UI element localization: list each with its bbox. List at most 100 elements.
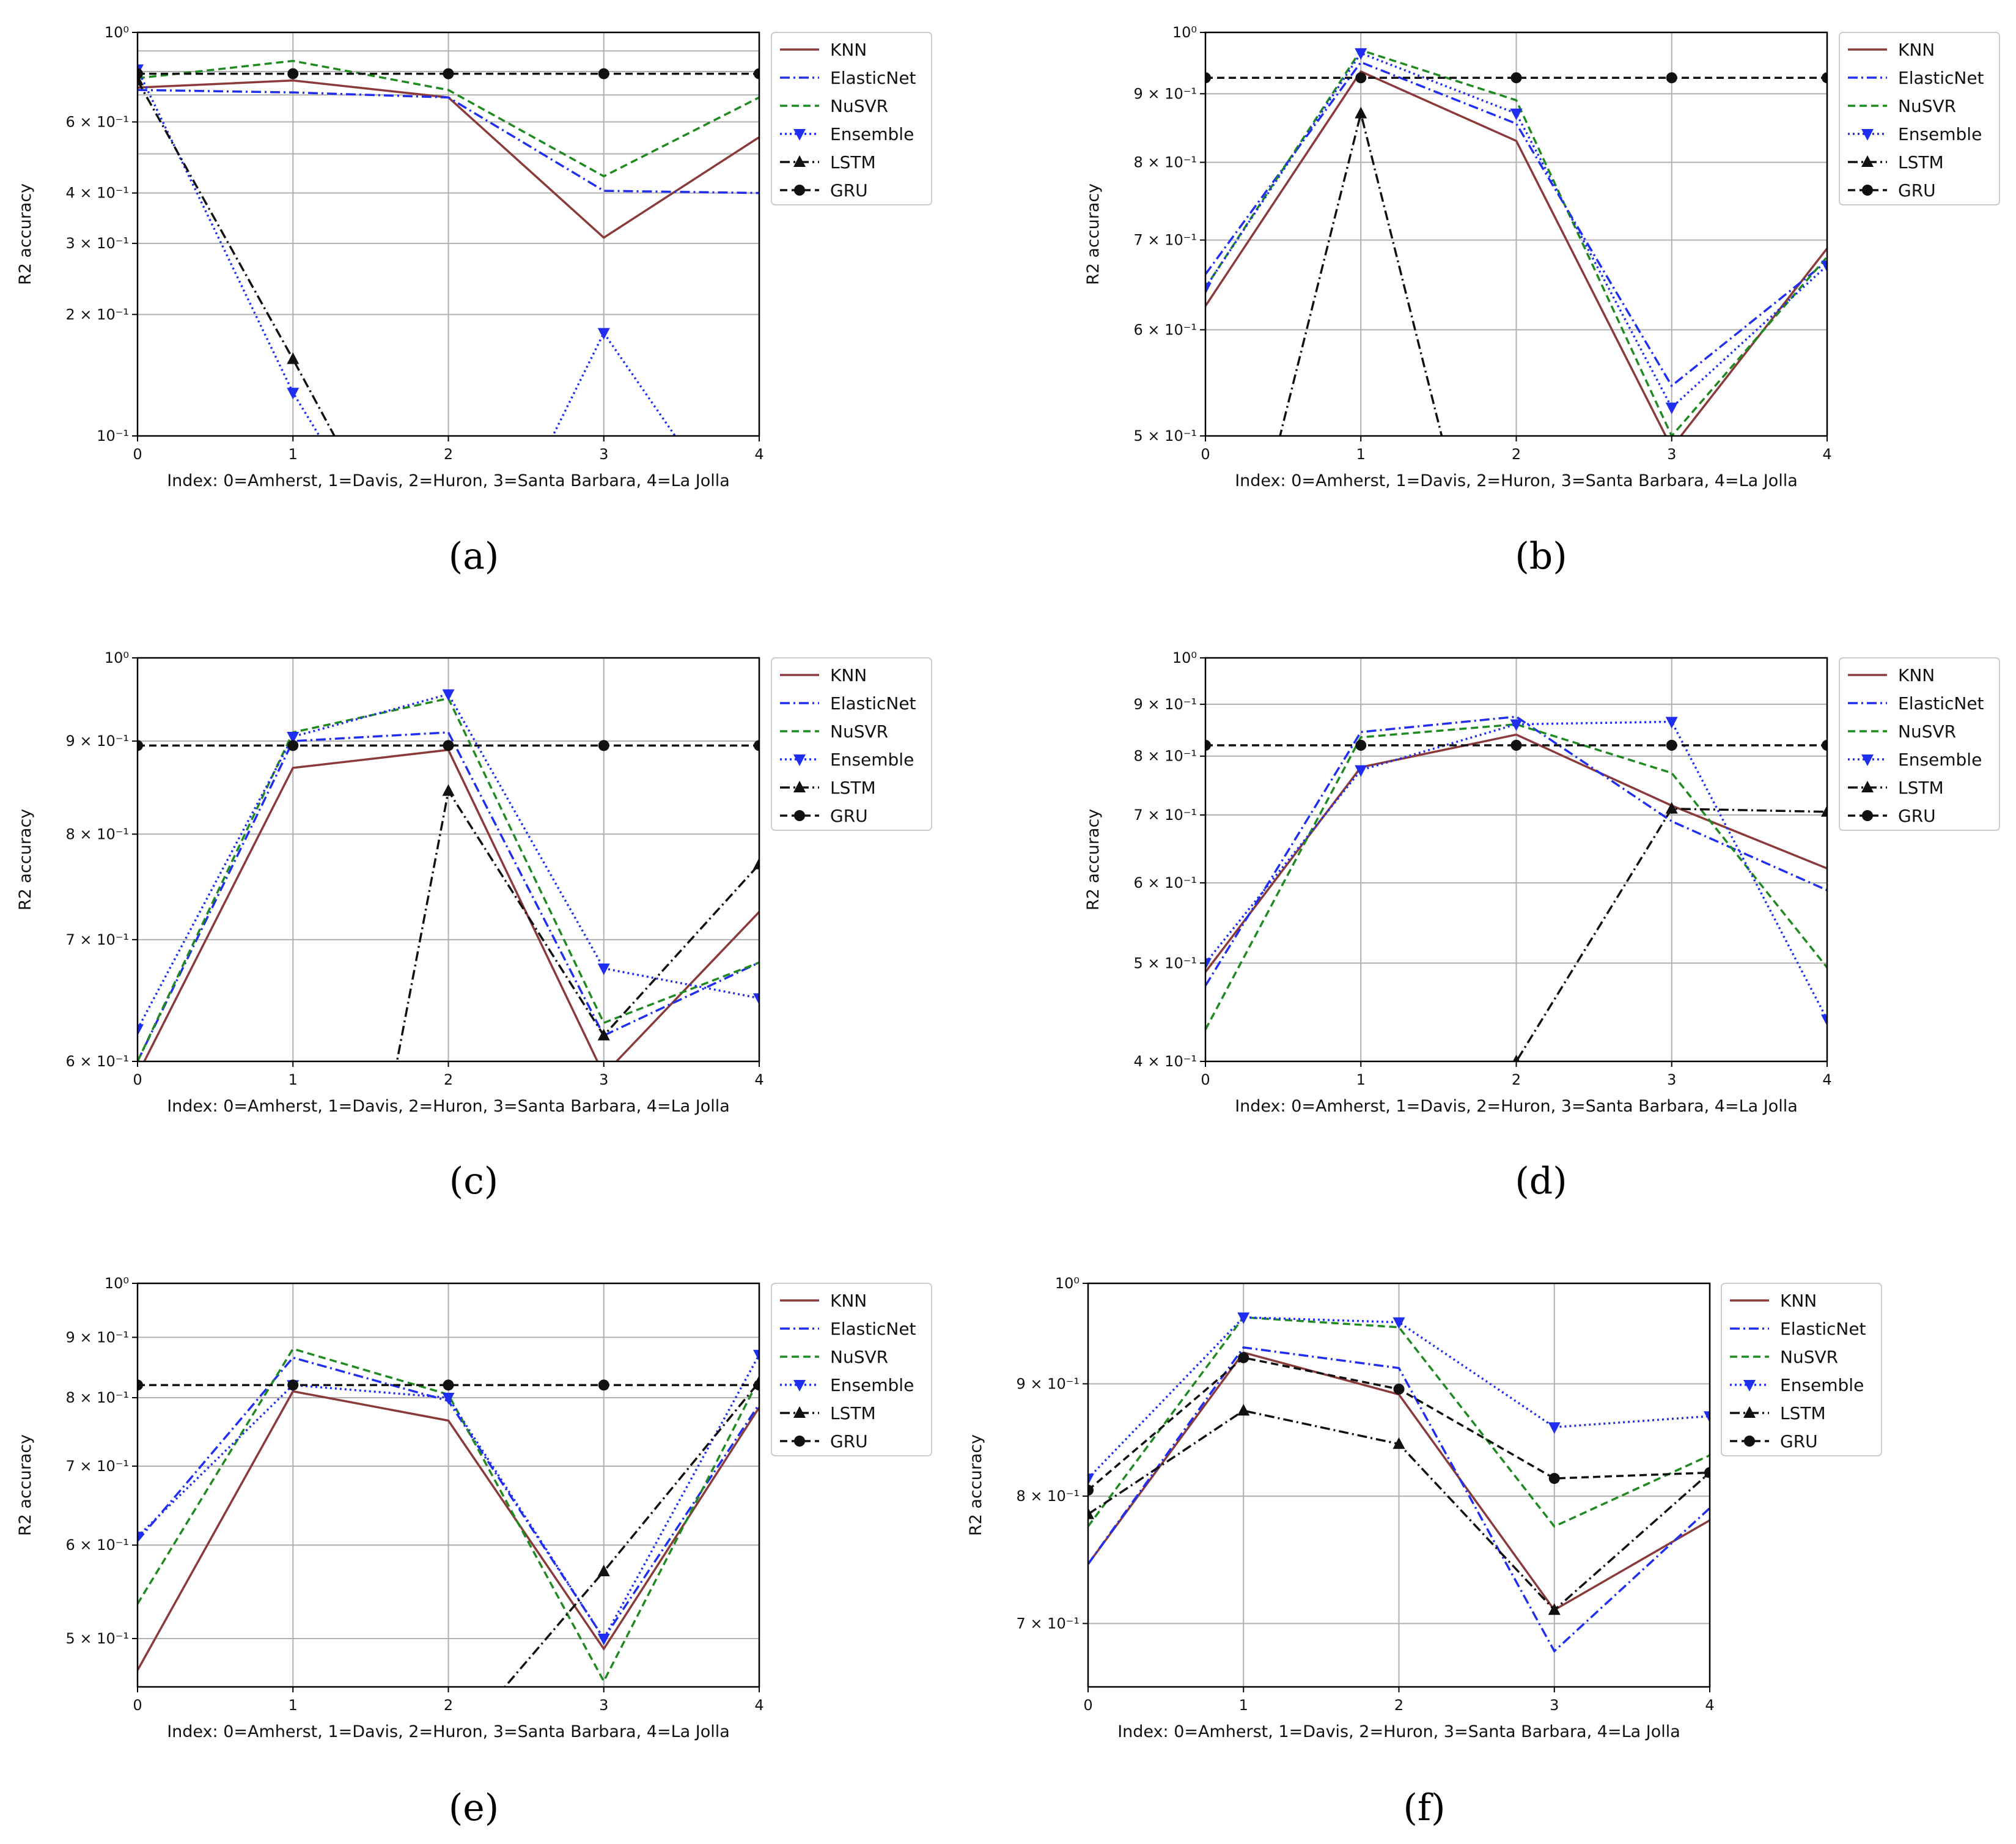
- panel-b-plot-area: [1205, 48, 1827, 436]
- panel-a-xtick-label: 4: [754, 446, 763, 463]
- panel-f-legend-label-elasticnet: ElasticNet: [1780, 1319, 1866, 1339]
- panel-f-series-gru-point: [1238, 1352, 1249, 1363]
- panel-c-series-ensemble-point: [287, 731, 300, 743]
- panel-d-legend-label-knn: KNN: [1898, 665, 1935, 685]
- panel-b-legend-label-knn: KNN: [1898, 40, 1935, 60]
- panel-f-legend-marker-lstm: [1743, 1406, 1756, 1418]
- panel-e-ylabel: R2 accuracy: [16, 1434, 35, 1536]
- panel-f-series-lstm-point: [1237, 1404, 1250, 1416]
- panel-a-series-lstm-point: [598, 640, 610, 652]
- panel-d-legend-marker-gru: [1862, 810, 1873, 821]
- panel-c-series-ensemble-line: [138, 693, 759, 1030]
- panel-e-legend-label-gru: GRU: [830, 1431, 868, 1451]
- panel-a-legend-marker-lstm: [793, 155, 806, 167]
- panel-d-xtick-label: 1: [1356, 1071, 1366, 1088]
- panel-e-series-lstm-point: [443, 1746, 455, 1758]
- panel-f-series-gru-point: [1088, 1484, 1094, 1496]
- panel-d-plot-area: [1199, 715, 1827, 1274]
- panel-f-series-lstm-point: [1548, 1603, 1561, 1615]
- panel-f-legend-label-knn: KNN: [1780, 1291, 1817, 1311]
- panel-b-legend-box: [1839, 32, 2000, 205]
- panel-f-gridlines: [1087, 1283, 1710, 1687]
- panel-d-gridlines: [1205, 657, 1828, 1062]
- panel-f-series-ensemble-point: [1392, 1317, 1405, 1329]
- panel-f-legend-label-nusvr: NuSVR: [1780, 1347, 1838, 1367]
- panel-d-legend: KNN ElasticNet NuSVR Ensemble LSTM GRU: [1839, 657, 2000, 831]
- panel-b-ytick-label: 6 × 10⁻¹: [1134, 321, 1197, 338]
- panel-d-series-ensemble-point: [1205, 958, 1212, 970]
- panel-c-xtick-label: 1: [289, 1071, 298, 1088]
- panel-c-legend-label-knn: KNN: [830, 665, 867, 685]
- panel-e-legend: KNN ElasticNet NuSVR Ensemble LSTM GRU: [771, 1283, 932, 1456]
- panel-a-xtick-label: 3: [599, 446, 608, 463]
- panel-f-legend-marker-ensemble: [1743, 1380, 1756, 1392]
- panel-c-legend-marker-lstm: [793, 781, 806, 792]
- panel-a-legend-label-nusvr: NuSVR: [830, 96, 888, 116]
- panel-b-ytick-label: 8 × 10⁻¹: [1134, 153, 1197, 171]
- panel-e-caption: (e): [449, 1787, 499, 1829]
- panel-b-xlabel: Index: 0=Amherst, 1=Davis, 2=Huron, 3=Sa…: [1235, 471, 1798, 490]
- panel-e-series-lstm-point: [287, 1815, 299, 1826]
- panel-e-legend-marker-gru: [794, 1436, 805, 1447]
- panel-d-legend-label-ensemble: Ensemble: [1898, 750, 1982, 770]
- panel-c-series-lstm-point: [753, 857, 759, 869]
- panel-e-series-gru-point: [754, 1379, 759, 1391]
- panel-a-ytick-label: 3 × 10⁻¹: [66, 235, 129, 252]
- panel-c-series-ensemble-point: [597, 963, 610, 975]
- panel-a-series-gru-point: [138, 68, 143, 79]
- panel-a-series-lstm-line: [138, 79, 336, 436]
- panel-e-gridlines: [137, 1283, 760, 1687]
- panel-d-xtick-label: 3: [1667, 1071, 1676, 1088]
- panel-c-legend-label-gru: GRU: [830, 806, 868, 826]
- panel-d-ylabel: R2 accuracy: [1084, 809, 1103, 910]
- panel-e-legend-label-ensemble: Ensemble: [830, 1375, 914, 1395]
- panel-a-series-ensemble-point: [597, 328, 610, 340]
- panel-c-ylabel: R2 accuracy: [16, 809, 35, 910]
- panel-d-caption: (d): [1515, 1160, 1567, 1203]
- panel-c-series-ensemble-point: [442, 689, 455, 701]
- panel-c-series-ensemble-point: [138, 1024, 144, 1036]
- panel-d-series-lstm-point: [1199, 1262, 1212, 1274]
- panel-c-xlabel: Index: 0=Amherst, 1=Davis, 2=Huron, 3=Sa…: [167, 1097, 730, 1116]
- panel-a-caption: (a): [449, 535, 499, 578]
- panel-f-series-nusvr-line: [1088, 1316, 1710, 1528]
- panel-c-series-lstm-point: [442, 784, 455, 796]
- panel-a-legend: KNN ElasticNet NuSVR Ensemble LSTM GRU: [771, 32, 932, 205]
- panel-d-series-lstm-line: [1515, 807, 1827, 1061]
- panel-b-ytick-label: 10⁰: [1172, 24, 1197, 41]
- panel-b-series-gru-point: [1822, 72, 1827, 84]
- panel-b-legend-label-ensemble: Ensemble: [1898, 124, 1982, 144]
- panel-b-series-ensemble-line: [1205, 51, 1827, 410]
- panel-a-legend-box: [771, 32, 932, 205]
- panel-c-legend-marker-ensemble: [793, 754, 806, 766]
- panel-c-series-gru-point: [598, 740, 609, 751]
- panel-e-ytick-label: 8 × 10⁻¹: [66, 1389, 129, 1406]
- panel-a-ytick-label: 10⁻¹: [97, 427, 129, 444]
- panel-e-series-gru-point: [598, 1379, 609, 1391]
- panel-f-legend-label-ensemble: Ensemble: [1780, 1375, 1864, 1395]
- panel-d-xtick-label: 0: [1201, 1071, 1210, 1088]
- panel-a-series-ensemble-point: [443, 642, 455, 654]
- panel-a-series-lstm-point: [443, 640, 455, 652]
- panel-e-xtick-label: 0: [133, 1697, 142, 1714]
- panel-e-xtick-label: 1: [289, 1697, 298, 1714]
- panel-a-gridlines: [137, 32, 760, 437]
- panel-b: 10⁰ 9 × 10⁻¹ 8 × 10⁻¹ 7 × 10⁻¹ 6 × 10⁻¹ 5 × 1…: [1084, 24, 2000, 578]
- panel-a-ytick-label: 6 × 10⁻¹: [66, 113, 129, 130]
- panel-b-xtick-label: 2: [1512, 446, 1521, 463]
- panel-f-xlabel: Index: 0=Amherst, 1=Davis, 2=Huron, 3=Sa…: [1117, 1722, 1680, 1741]
- panel-b-legend-label-gru: GRU: [1898, 180, 1936, 201]
- panel-e-series-lstm-point: [131, 1815, 144, 1826]
- panel-e-series-lstm-line: [503, 1381, 759, 1687]
- panel-b-caption: (b): [1515, 535, 1567, 578]
- panel-d-legend-marker-lstm: [1861, 781, 1874, 792]
- panel-c-series-lstm-point: [597, 1028, 610, 1041]
- panel-f: 10⁰ 9 × 10⁻¹ 8 × 10⁻¹ 7 × 10⁻¹ 0 1 2 3 4 Index: 0…: [966, 1275, 1882, 1829]
- panel-a-xtick-label: 1: [289, 446, 298, 463]
- panel-a-legend-marker-gru: [794, 185, 805, 196]
- panel-f-series-gru-point: [1548, 1473, 1560, 1484]
- panel-c-gridlines: [137, 657, 760, 1062]
- panel-d-series-nusvr-line: [1205, 723, 1827, 1030]
- panel-c-series-gru-point: [138, 740, 143, 751]
